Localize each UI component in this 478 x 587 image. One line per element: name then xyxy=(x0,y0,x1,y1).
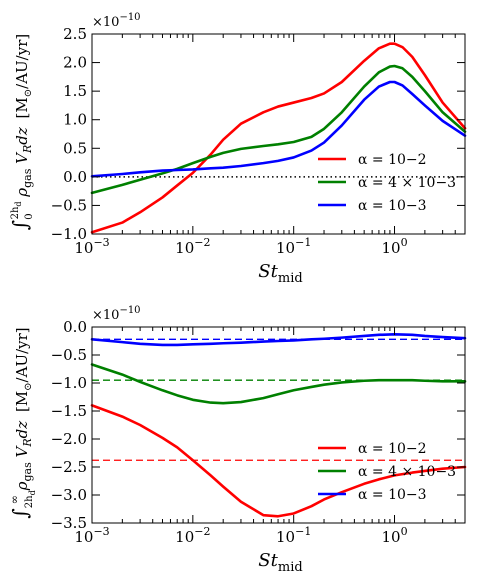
legend-label-3: α = 10−3 xyxy=(358,487,427,503)
y-axis-label-part: ∫ xyxy=(8,220,32,230)
x-axis-label-main: St xyxy=(258,261,278,282)
y-tick-label: −2.0 xyxy=(51,430,87,448)
series-line-3 xyxy=(90,332,467,347)
y-multiplier: ×10−10 xyxy=(92,12,141,30)
y-multiplier-exp: −10 xyxy=(119,12,140,23)
y-multiplier-base: ×10 xyxy=(92,15,119,30)
y-tick-label: −3.0 xyxy=(51,486,87,504)
x-tick-label-base: 10 xyxy=(276,528,295,546)
series-line-1 xyxy=(90,404,467,518)
x-tick-label-exp: 0 xyxy=(401,525,408,538)
y-multiplier-base: ×10 xyxy=(92,308,119,323)
legend-label-2: α = 4 × 10−3 xyxy=(358,175,456,191)
y-axis-label-part: ρ xyxy=(13,481,31,495)
y-axis-label-part: V xyxy=(13,151,31,169)
x-tick-label: 10−2 xyxy=(175,525,210,546)
x-tick-label: 10−1 xyxy=(276,525,311,546)
x-tick-label-base: 10 xyxy=(381,528,400,546)
x-tick-label-base: 10 xyxy=(74,239,93,257)
chart-panel-2: 10−3 10−2 10−1 100−3.5−3.0−2.5−2.0−1.5−1.0−… xyxy=(8,305,467,575)
y-tick-label: −0.5 xyxy=(51,196,87,214)
chart-panel-1: 10−3 10−2 10−1 100−1.0−0.50.00.51.01.52.02.… xyxy=(8,12,467,286)
legend-label-3: α = 10−3 xyxy=(358,198,427,214)
y-axis-label-part: R xyxy=(21,438,34,447)
x-tick-label: 100 xyxy=(381,525,407,546)
x-tick-label: 10−1 xyxy=(276,236,311,257)
y-axis-label-part: 0 xyxy=(24,213,35,219)
y-axis-label-part: V xyxy=(13,444,31,462)
x-tick-label-exp: −2 xyxy=(194,236,210,249)
x-tick-label-base: 10 xyxy=(74,528,93,546)
legend-label-1: α = 10−2 xyxy=(358,152,427,168)
y-tick-label: −3.5 xyxy=(51,514,87,532)
y-tick-label: 1.5 xyxy=(63,82,87,100)
x-tick-label-exp: −3 xyxy=(93,236,109,249)
y-tick-label: −2.5 xyxy=(51,458,87,476)
y-tick-label: −1.0 xyxy=(51,374,87,392)
x-axis-label: Stmid xyxy=(258,261,302,286)
x-tick-label: 100 xyxy=(381,236,407,257)
y-tick-label: 2.0 xyxy=(63,54,87,72)
x-tick-label: 10−2 xyxy=(175,236,210,257)
y-axis-label-part: ⊙ xyxy=(23,89,34,97)
legend: α = 10−2 α = 4 × 10−3 α = 10−3 xyxy=(318,441,456,503)
x-tick-label-exp: −2 xyxy=(194,525,210,538)
y-axis-label-part: R xyxy=(21,145,34,154)
y-tick-label: 0.0 xyxy=(63,318,87,336)
y-axis-label-part: ∫ xyxy=(8,508,32,518)
y-axis-label-part: d xyxy=(14,201,23,206)
y-tick-label: 2.5 xyxy=(63,25,87,43)
x-tick-label-exp: −3 xyxy=(93,525,109,538)
y-axis-label: ∫02hd ρgas VRdz [M⊙/AU/yr] xyxy=(8,34,35,230)
x-tick-label-base: 10 xyxy=(175,239,194,257)
y-tick-label: 0.5 xyxy=(63,139,87,157)
x-tick-label: 10−3 xyxy=(74,236,109,257)
y-axis-label-part: ρ xyxy=(13,188,31,202)
x-tick-label-exp: 0 xyxy=(401,236,408,249)
y-axis-label-part: d xyxy=(28,490,37,495)
y-tick-label: −0.5 xyxy=(51,346,87,364)
y-axis-label-part: dz xyxy=(13,421,31,439)
y-multiplier: ×10−10 xyxy=(92,305,141,323)
series-line-2 xyxy=(90,64,467,195)
y-axis-label-part: /AU/yr] xyxy=(13,327,31,382)
y-axis-label-part: gas xyxy=(21,462,34,482)
y-axis-label-part: 2h xyxy=(24,495,35,508)
x-tick-label-exp: −1 xyxy=(295,236,311,249)
y-tick-label: 0.0 xyxy=(63,168,87,186)
x-tick-label-base: 10 xyxy=(276,239,295,257)
x-tick-label-base: 10 xyxy=(175,528,194,546)
series-line-2 xyxy=(90,363,467,405)
y-tick-label: 1.0 xyxy=(63,111,87,129)
x-axis-label-main: St xyxy=(258,550,278,571)
series-line-3 xyxy=(90,80,467,178)
y-axis-label-part: gas xyxy=(21,168,34,188)
x-tick-label-exp: −1 xyxy=(295,525,311,538)
y-tick-label: −1.0 xyxy=(51,225,87,243)
y-axis-label-part: /AU/yr] xyxy=(13,34,31,89)
legend-label-1: α = 10−2 xyxy=(358,441,427,457)
legend: α = 10−2 α = 4 × 10−3 α = 10−3 xyxy=(318,152,456,214)
x-axis-label: Stmid xyxy=(258,550,302,575)
y-axis-label: ∫2hd ∞ ρgas VRdz [M⊙/AU/yr] xyxy=(8,327,37,518)
x-axis-label-sub: mid xyxy=(278,560,303,575)
y-axis-label-part: 2h xyxy=(10,206,21,219)
x-tick-label: 10−3 xyxy=(74,525,109,546)
x-tick-label-base: 10 xyxy=(381,239,400,257)
y-axis-label-part: dz xyxy=(13,127,31,145)
series-line-1 xyxy=(90,42,467,234)
legend-label-2: α = 4 × 10−3 xyxy=(358,464,456,480)
y-axis-label-part: ⊙ xyxy=(23,382,34,390)
y-tick-label: −1.5 xyxy=(51,402,87,420)
y-multiplier-exp: −10 xyxy=(119,305,140,316)
y-axis-label-part: ∞ xyxy=(8,495,21,504)
y-axis-label-part: [M xyxy=(13,97,31,123)
x-axis-label-sub: mid xyxy=(278,271,303,286)
y-axis-label-part: [M xyxy=(13,391,31,417)
